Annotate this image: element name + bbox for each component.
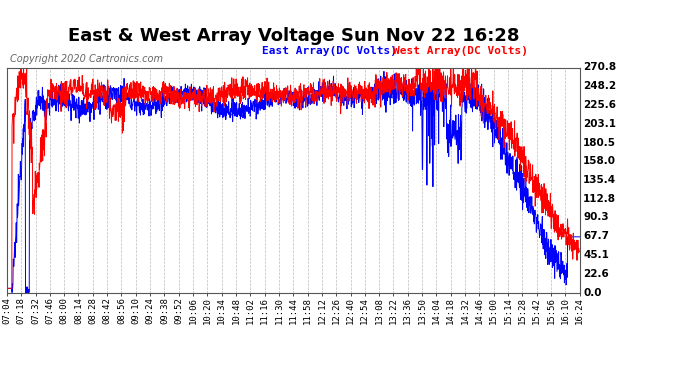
Text: 180.5: 180.5 bbox=[583, 138, 616, 147]
West Array(DC Volts) bbox=[3, 286, 11, 291]
Text: 135.4: 135.4 bbox=[583, 175, 616, 185]
Line: East Array(DC Volts): East Array(DC Volts) bbox=[7, 71, 580, 292]
Text: 270.8: 270.8 bbox=[583, 63, 616, 72]
East Array(DC Volts) bbox=[3, 286, 11, 291]
East Array(DC Volts) bbox=[282, 90, 290, 95]
East Array(DC Volts) bbox=[8, 290, 16, 295]
Text: 67.7: 67.7 bbox=[583, 231, 609, 241]
West Array(DC Volts) bbox=[559, 227, 567, 232]
Text: East Array(DC Volts): East Array(DC Volts) bbox=[262, 46, 397, 56]
Line: West Array(DC Volts): West Array(DC Volts) bbox=[7, 64, 580, 288]
Text: 0.0: 0.0 bbox=[583, 288, 602, 297]
East Array(DC Volts) bbox=[575, 235, 584, 239]
Text: 90.3: 90.3 bbox=[583, 213, 609, 222]
East Array(DC Volts) bbox=[454, 112, 462, 117]
West Array(DC Volts) bbox=[575, 249, 584, 254]
Text: 22.6: 22.6 bbox=[583, 269, 609, 279]
Text: 45.1: 45.1 bbox=[583, 250, 609, 260]
West Array(DC Volts) bbox=[282, 99, 290, 103]
Text: 248.2: 248.2 bbox=[583, 81, 616, 91]
East Array(DC Volts) bbox=[32, 95, 41, 99]
East Array(DC Volts) bbox=[428, 69, 437, 73]
West Array(DC Volts) bbox=[559, 222, 567, 226]
East Array(DC Volts) bbox=[559, 268, 567, 273]
West Array(DC Volts) bbox=[412, 62, 420, 66]
Text: West Array(DC Volts): West Array(DC Volts) bbox=[393, 46, 529, 56]
Text: 158.0: 158.0 bbox=[583, 156, 616, 166]
Text: 112.8: 112.8 bbox=[583, 194, 616, 204]
East Array(DC Volts) bbox=[266, 103, 275, 107]
West Array(DC Volts) bbox=[32, 195, 40, 200]
West Array(DC Volts) bbox=[266, 92, 275, 96]
East Array(DC Volts) bbox=[560, 264, 568, 268]
Text: 203.1: 203.1 bbox=[583, 119, 616, 129]
Text: Copyright 2020 Cartronics.com: Copyright 2020 Cartronics.com bbox=[10, 54, 164, 64]
Text: 225.6: 225.6 bbox=[583, 100, 616, 110]
West Array(DC Volts) bbox=[454, 87, 462, 91]
Text: East & West Array Voltage Sun Nov 22 16:28: East & West Array Voltage Sun Nov 22 16:… bbox=[68, 27, 519, 45]
